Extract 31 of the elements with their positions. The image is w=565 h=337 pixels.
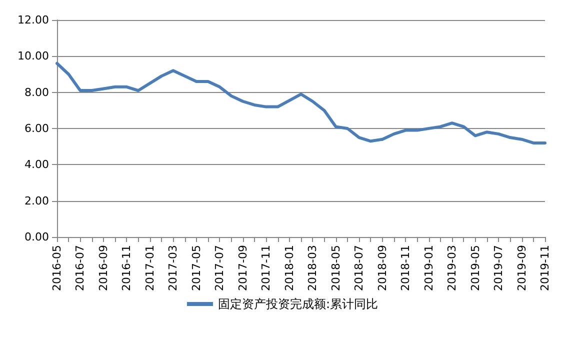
- x-tick-label: 2019-09: [515, 245, 528, 291]
- legend-label: 固定资产投资完成额:累计同比: [218, 297, 378, 311]
- x-tick-label: 2019-07: [492, 245, 506, 291]
- x-tick-label: 2017-11: [260, 245, 273, 291]
- x-tick-label: 2019-05: [468, 245, 482, 291]
- y-tick-label: 2.00: [24, 194, 49, 208]
- x-tick-label: 2017-01: [143, 245, 156, 291]
- x-tick-label: 2018-11: [399, 245, 412, 291]
- x-tick-label: 2019-01: [422, 245, 436, 291]
- y-tick-label: 4.00: [24, 158, 49, 172]
- x-tick-label: 2018-05: [329, 245, 342, 291]
- y-tick-label: 10.00: [18, 50, 49, 63]
- line-series: [56, 62, 546, 144]
- x-tick-label: 2019-11: [538, 245, 552, 291]
- x-tick-label: 2017-09: [236, 245, 250, 291]
- x-tick-label: 2016-07: [74, 245, 87, 291]
- x-tick-label: 2017-05: [190, 245, 203, 291]
- x-tick-label: 2018-09: [376, 245, 389, 291]
- x-tick-label: 2017-03: [166, 245, 180, 291]
- x-tick-label: 2016-05: [50, 245, 64, 291]
- x-tick-label: 2018-03: [306, 245, 320, 291]
- x-tick-label: 2018-01: [282, 245, 296, 291]
- x-tick-label: 2016-09: [96, 245, 110, 291]
- x-tick-label: 2019-03: [446, 245, 459, 291]
- y-tick-label: 6.00: [24, 122, 49, 135]
- x-tick-label: 2016-11: [120, 245, 134, 291]
- x-tick-label: 2018-07: [352, 245, 366, 291]
- x-tick-label: 2017-07: [213, 245, 226, 291]
- y-tick-label: 0.00: [24, 230, 49, 244]
- y-tick-label: 8.00: [24, 86, 49, 99]
- y-tick-label: 12.00: [18, 14, 49, 26]
